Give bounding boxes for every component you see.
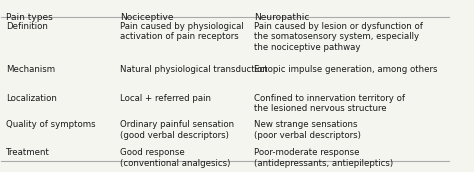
Text: Pain caused by lesion or dysfunction of
the somatosensory system, especially
the: Pain caused by lesion or dysfunction of … <box>254 22 423 52</box>
Text: Mechanism: Mechanism <box>6 65 55 74</box>
Text: Pain types: Pain types <box>6 13 53 22</box>
Text: Good response
(conventional analgesics): Good response (conventional analgesics) <box>120 148 230 168</box>
Text: Nociceptive: Nociceptive <box>120 13 173 22</box>
Text: Confined to innervation territory of
the lesioned nervous structure: Confined to innervation territory of the… <box>254 94 405 113</box>
Text: Neuropathic: Neuropathic <box>254 13 310 22</box>
Text: Pain caused by physiological
activation of pain receptors: Pain caused by physiological activation … <box>120 22 244 41</box>
Text: Local + referred pain: Local + referred pain <box>120 94 211 103</box>
Text: Natural physiological transduction: Natural physiological transduction <box>120 65 268 74</box>
Text: Treatment: Treatment <box>6 148 50 157</box>
Text: Localization: Localization <box>6 94 57 103</box>
Text: Ordinary painful sensation
(good verbal descriptors): Ordinary painful sensation (good verbal … <box>120 120 234 140</box>
Text: Poor-moderate response
(antidepressants, antiepileptics): Poor-moderate response (antidepressants,… <box>254 148 393 168</box>
Text: New strange sensations
(poor verbal descriptors): New strange sensations (poor verbal desc… <box>254 120 361 140</box>
Text: Definition: Definition <box>6 22 48 31</box>
Text: Quality of symptoms: Quality of symptoms <box>6 120 95 129</box>
Text: Ectopic impulse generation, among others: Ectopic impulse generation, among others <box>254 65 438 74</box>
